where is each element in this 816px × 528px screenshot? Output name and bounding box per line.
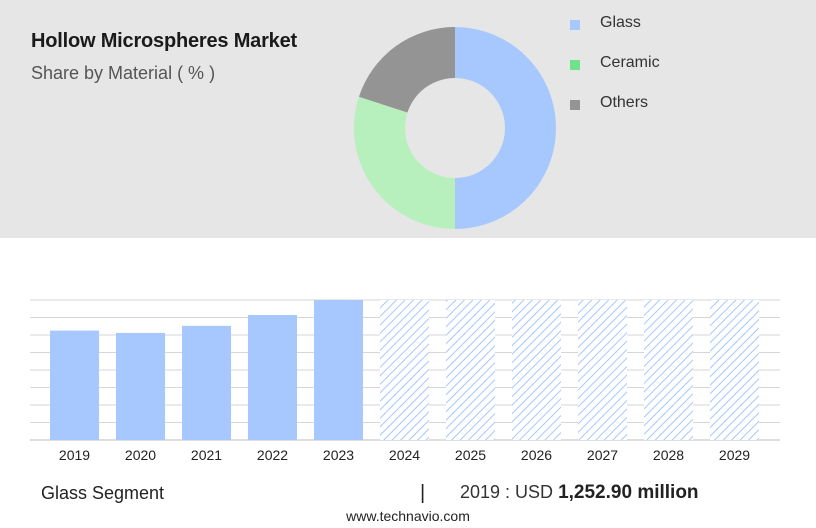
x-tick-label-2024: 2024 <box>389 447 420 463</box>
x-tick-label-2026: 2026 <box>521 447 552 463</box>
legend-label-ceramic: Ceramic <box>600 54 660 71</box>
legend-label-glass: Glass <box>600 14 641 31</box>
chart-subtitle: Share by Material ( % ) <box>31 63 216 83</box>
legend-label-others: Others <box>600 94 649 111</box>
donut-chart <box>353 27 556 230</box>
chart-title: Hollow Microspheres Market <box>31 30 297 52</box>
bar-2020 <box>116 332 165 440</box>
x-tick-label-2023: 2023 <box>323 447 354 463</box>
forecast-bar-2027 <box>578 300 627 440</box>
donut-slice-others <box>358 27 455 113</box>
x-tick-label-2020: 2020 <box>125 447 156 463</box>
forecast-bar-2028 <box>644 300 693 440</box>
bar-2023 <box>314 300 363 440</box>
x-tick-label-2028: 2028 <box>653 447 684 463</box>
donut-slice-ceramic <box>353 96 455 230</box>
x-tick-label-2019: 2019 <box>59 447 90 463</box>
legend-swatch-ceramic <box>570 60 580 70</box>
bar-chart: 2019 2020 2021 2022 2023 2024 2025 2026 2027 2028… <box>30 299 780 463</box>
forecast-bar-2026 <box>512 300 561 440</box>
forecast-bar-2025 <box>446 300 495 440</box>
legend-swatch-others <box>570 100 580 110</box>
x-tick-label-2027: 2027 <box>587 447 618 463</box>
x-tick-label-2029: 2029 <box>719 447 750 463</box>
footer-value-prefix: 2019 : USD <box>460 482 554 502</box>
footer-divider: | <box>420 482 426 504</box>
x-tick-label-2021: 2021 <box>191 447 222 463</box>
donut-slice-glass <box>455 27 556 229</box>
x-tick-label-2022: 2022 <box>257 447 288 463</box>
bar-2021 <box>182 325 231 440</box>
forecast-bar-2029 <box>710 300 759 440</box>
footer-segment-label: Glass Segment <box>41 483 165 503</box>
footer-value: 2019 : USD 1,252.90 million <box>460 482 699 504</box>
source-credit: www.technavio.com <box>346 508 470 524</box>
x-tick-label-2025: 2025 <box>455 447 486 463</box>
footer-value-amount: 1,252.90 million <box>558 482 699 503</box>
bar-2019 <box>50 330 99 440</box>
bar-2022 <box>248 315 297 440</box>
legend-swatch-glass <box>570 20 580 30</box>
forecast-bar-2024 <box>380 300 429 440</box>
